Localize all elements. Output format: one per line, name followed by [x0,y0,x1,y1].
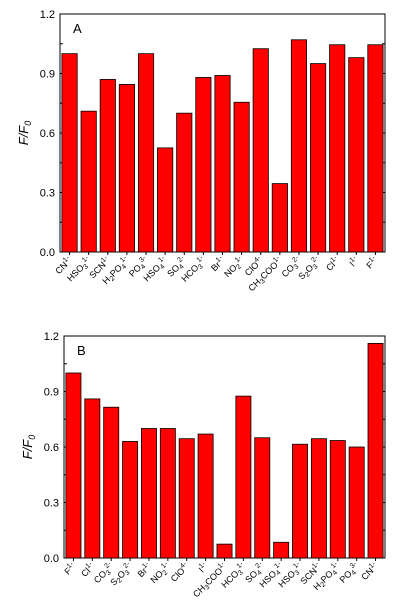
y-tick-label: 1.2 [44,331,59,343]
bar [159,428,176,559]
bar [103,406,120,559]
y-tick-label: 1.2 [40,9,55,21]
bar [141,428,157,559]
y-tick-label: 0.3 [44,498,59,510]
bar [195,77,212,253]
x-tick-label: Br1- [135,560,154,579]
panel-label: A [73,21,82,36]
x-tick-label: F1- [364,254,381,271]
bar [329,44,346,253]
bar [348,57,365,253]
bar [118,84,135,253]
bar [214,75,231,253]
y-tick-label: 0.0 [40,247,55,259]
bar [99,79,116,253]
bar [197,433,214,559]
y-tick-label: 0.0 [44,553,59,565]
x-tick-label: Br1- [208,254,227,273]
bar [176,112,193,253]
y-tick-label: 0.6 [44,442,59,454]
x-tick-label: CN1- [359,560,381,582]
bar [80,110,97,253]
x-tick-label: NO21- [148,560,174,586]
bar [273,541,290,559]
x-tick-label: SCN1- [87,254,113,280]
y-tick-label: 0.9 [44,387,59,399]
bar [216,543,233,559]
bar [61,53,78,253]
chart-panel-b: 0.00.30.60.91.2F/F0BF1-Cl1-CO32-S2O32-Br… [20,331,386,599]
bar [137,53,155,253]
y-tick-label: 0.3 [40,188,55,200]
chart-panel-a: 0.00.30.60.91.2F/F0ACN1-HSO31-SCN1-H2PO4… [16,9,386,293]
x-tick-label: S2O32- [296,254,325,283]
bar [367,342,384,559]
x-tick-label: I1- [347,254,361,268]
y-tick-label: 0.6 [40,128,55,140]
panel-label: B [77,343,86,358]
bar [65,372,82,559]
bar [290,39,308,253]
x-tick-label: PO43- [337,560,363,586]
y-axis-title: F/F0 [16,121,33,146]
bar [271,183,288,253]
x-tick-label: Cl1- [79,560,98,579]
x-tick-label: NO21- [222,254,248,280]
bar [178,438,195,559]
x-tick-label: S2O32- [108,560,137,589]
bar [348,446,365,559]
bar [233,101,250,253]
x-tick-label: I1- [196,560,210,574]
bar [329,440,346,559]
bar [254,437,271,559]
bar [292,443,308,559]
bar [235,395,252,559]
bar [367,44,384,253]
bar [310,63,327,253]
bar [252,48,269,253]
y-tick-label: 0.9 [40,69,55,81]
y-axis-title: F/F0 [20,435,37,460]
bar [122,441,139,559]
bar [157,147,174,253]
x-tick-label: F1- [62,560,79,577]
x-tick-label: ClO4- [168,560,192,584]
bar [84,398,101,559]
x-tick-label: Cl1- [323,254,342,273]
bar [310,438,327,559]
